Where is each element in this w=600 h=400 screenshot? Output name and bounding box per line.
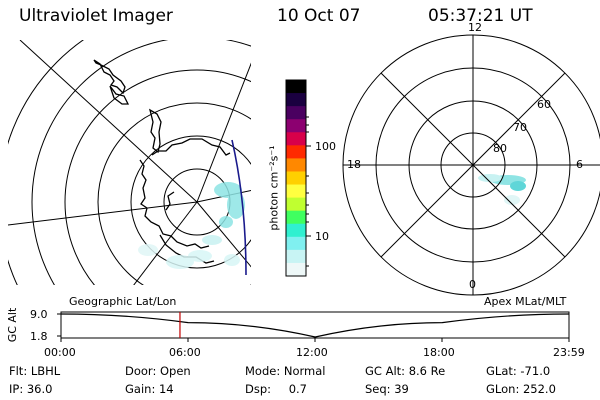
flt-field: Flt: LBHL [9,364,61,378]
altitude-y-tick-min: 1.8 [30,330,48,343]
auroral-emission-geo [138,182,245,269]
magnetic-map-label: Apex MLat/MLT [484,295,567,308]
mlat-label-60: 60 [537,98,551,111]
mlt-label-0: 0 [469,278,476,291]
colorbar-segment [286,184,306,199]
gc-alt-field: GC Alt: 8.6 Re [365,364,446,378]
colorbar-segment [286,171,306,186]
colorbar-segment [286,93,306,107]
colorbar-segment [286,106,306,120]
glat-field: GLat: -71.0 [486,364,551,378]
colorbar-segment [286,223,306,238]
colorbar-segment [286,119,306,133]
mlt-label-6: 6 [576,158,583,171]
mlat-label-70: 70 [513,121,527,134]
geographic-map-label: Geographic Lat/Lon [69,295,177,308]
observation-date: 10 Oct 07 [277,6,361,26]
door-field: Door: Open [125,364,191,378]
geographic-map [8,40,251,285]
mag-meridians [343,35,600,295]
colorbar-segment [286,145,306,159]
coastlines [93,59,231,264]
colorbar-segment [286,210,306,225]
colorbar-segment [286,132,306,146]
mlat-label-80: 80 [493,142,507,155]
colorbar-segment [286,197,306,212]
geo-meridians [8,40,251,285]
colorbar-segment [286,158,306,172]
altitude-x-tick-0600: 06:00 [169,346,201,359]
terminator-line [231,139,247,276]
altitude-series-line [60,313,570,338]
mlt-label-12: 12 [468,21,482,34]
mode-field: Mode: Normal [245,364,326,378]
dsp-field: Dsp: 0.7 [245,382,307,396]
altitude-x-ticks [57,313,570,342]
instrument-title: Ultraviolet Imager [19,6,173,26]
altitude-y-tick-max: 9.0 [30,308,48,321]
altitude-x-tick-1800: 18:00 [423,346,455,359]
seq-field: Seq: 39 [365,382,409,396]
colorbar-unit-label: photon cm⁻²s⁻¹ [267,145,281,231]
glon-field: GLon: 252.0 [486,382,556,396]
ip-field: IP: 36.0 [9,382,53,396]
colorbar [286,80,306,277]
altitude-plot-frame [60,311,570,339]
mlt-label-18: 18 [347,158,361,171]
altitude-x-tick-1200: 12:00 [296,346,328,359]
colorbar-tick-10: 10 [315,230,329,243]
gain-field: Gain: 14 [125,382,174,396]
altitude-x-tick-2359: 23:59 [553,346,585,359]
colorbar-tick-100: 100 [315,140,336,153]
magnetic-polar-plot [342,34,600,296]
altitude-x-tick-0000: 00:00 [44,346,76,359]
colorbar-segment [286,80,306,94]
colorbar-ticks [306,116,311,267]
colorbar-frame [285,79,307,277]
altitude-axis-label: GC Alt [6,307,20,343]
colorbar-segment [286,262,306,277]
observation-time: 05:37:21 UT [428,6,533,26]
altitude-plot [57,311,570,342]
colorbar-segment [286,236,306,251]
colorbar-segment [286,249,306,264]
